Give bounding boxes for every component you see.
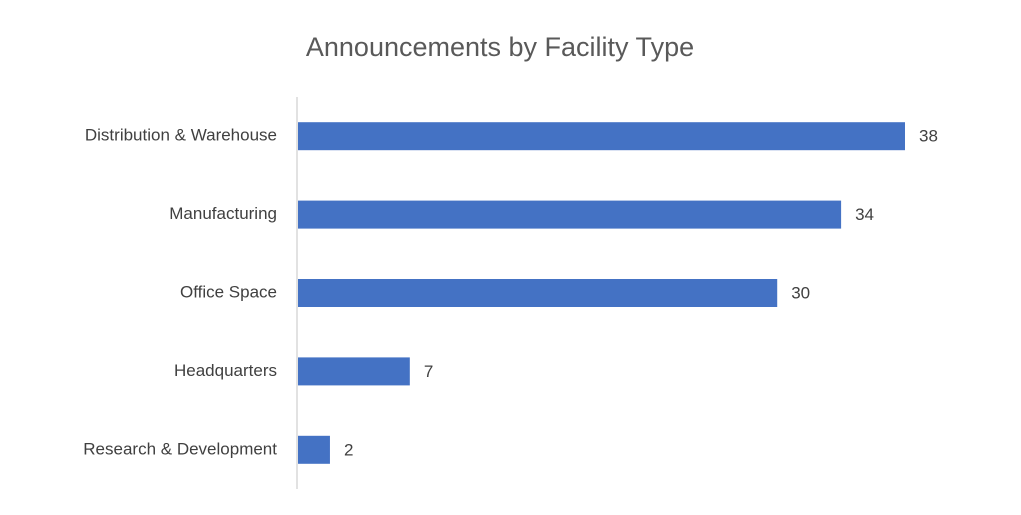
chart-title: Announcements by Facility Type bbox=[306, 32, 694, 62]
y-tick-label: Office Space bbox=[180, 282, 277, 301]
y-tick-label: Manufacturing bbox=[169, 204, 277, 223]
data-label: 2 bbox=[344, 440, 353, 459]
y-tick-label: Distribution & Warehouse bbox=[85, 126, 277, 145]
bar bbox=[298, 122, 905, 151]
data-label: 38 bbox=[919, 127, 938, 146]
data-label: 30 bbox=[791, 283, 810, 302]
bar bbox=[298, 200, 842, 229]
data-label: 7 bbox=[424, 362, 433, 381]
bar bbox=[298, 279, 778, 307]
bar bbox=[298, 435, 330, 464]
y-tick-label: Headquarters bbox=[174, 361, 277, 380]
bar bbox=[298, 357, 410, 386]
data-label: 34 bbox=[855, 205, 874, 224]
y-tick-label: Research & Development bbox=[83, 439, 277, 458]
